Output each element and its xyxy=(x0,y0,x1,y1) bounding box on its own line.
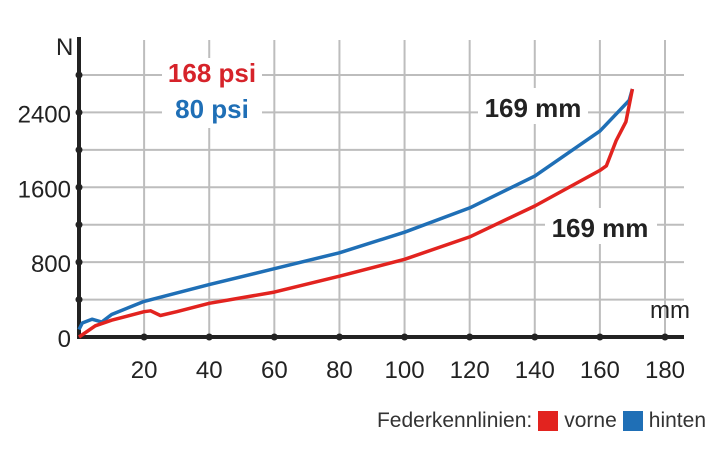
x-tick-label: 80 xyxy=(326,357,353,384)
annotation-front-travel: 169 mm xyxy=(552,213,649,243)
y-axis-label: N xyxy=(56,34,73,61)
x-axis-label: mm xyxy=(650,297,690,324)
y-tick-mark xyxy=(75,183,83,191)
legend-label-hinten: hinten xyxy=(648,409,706,432)
legend-swatch-hinten xyxy=(622,411,643,431)
legend-title: Federkennlinien: xyxy=(376,409,533,432)
x-tick-mark xyxy=(140,333,148,341)
x-tick-mark xyxy=(531,333,539,341)
legend: Federkennlinien: vorne hinten xyxy=(377,409,706,433)
y-tick-label: 0 xyxy=(58,326,71,353)
annotation-front-pressure: 168 psi xyxy=(168,58,256,88)
series-line-hinten xyxy=(77,88,635,331)
y-tick-mark xyxy=(75,296,83,304)
x-tick-label: 180 xyxy=(645,357,685,384)
x-tick-mark xyxy=(401,333,409,341)
y-tick-mark xyxy=(75,146,83,154)
y-tick-label: 1600 xyxy=(18,176,71,203)
y-tick-label: 2400 xyxy=(18,101,71,128)
x-tick-label: 20 xyxy=(131,357,158,384)
x-tick-label: 60 xyxy=(261,357,288,384)
annotation-rear-pressure: 80 psi xyxy=(175,94,249,124)
annotation-rear-travel: 169 mm xyxy=(485,93,582,123)
x-tick-mark xyxy=(335,333,343,341)
x-tick-mark xyxy=(596,333,604,341)
y-tick-mark xyxy=(75,258,83,266)
x-tick-mark xyxy=(466,333,474,341)
x-tick-mark xyxy=(661,333,669,341)
y-tick-mark xyxy=(75,108,83,116)
x-tick-label: 140 xyxy=(515,357,555,384)
y-tick-mark xyxy=(75,221,83,229)
y-tick-label: 800 xyxy=(31,251,71,278)
x-tick-label: 100 xyxy=(385,357,425,384)
x-tick-mark xyxy=(205,333,213,341)
legend-label-vorne: vorne xyxy=(564,409,617,432)
x-tick-label: 160 xyxy=(580,357,620,384)
x-tick-mark xyxy=(270,333,278,341)
legend-swatch-vorne xyxy=(538,411,559,431)
x-tick-label: 40 xyxy=(196,357,223,384)
y-tick-mark xyxy=(75,71,83,79)
x-tick-label: 120 xyxy=(450,357,490,384)
series-line-vorne xyxy=(78,88,635,339)
